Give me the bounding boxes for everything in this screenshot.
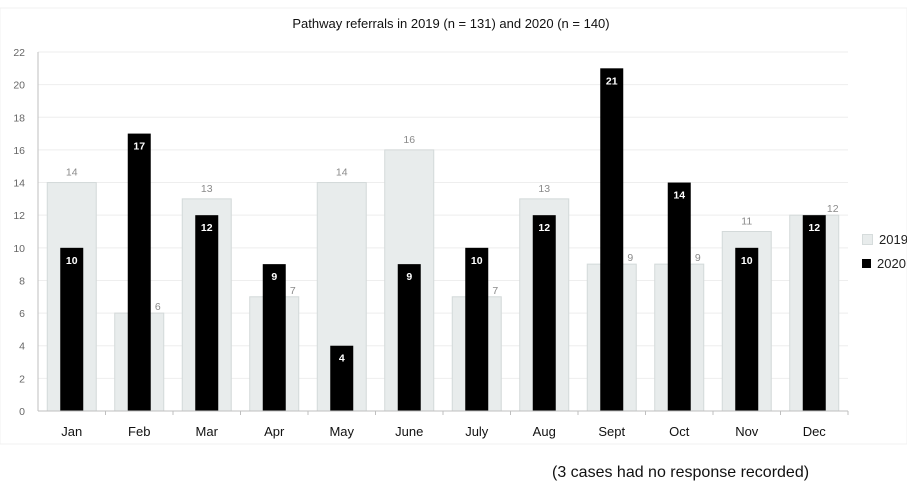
chart-area: Pathway referrals in 2019 (n = 131) and … xyxy=(0,7,907,445)
x-tick-label: May xyxy=(329,424,354,439)
bar-2020 xyxy=(330,345,354,411)
y-tick-label: 8 xyxy=(19,275,25,287)
bar-2020 xyxy=(735,247,759,411)
bar-2020 xyxy=(127,133,151,411)
y-tick-label: 2 xyxy=(19,373,25,385)
data-label-2019: 14 xyxy=(336,167,348,179)
x-tick-label: Jan xyxy=(61,424,82,439)
data-label-2019: 13 xyxy=(538,183,550,195)
legend-label-2019: 2019 xyxy=(879,231,907,247)
data-label-2020: 17 xyxy=(133,141,145,153)
y-tick-label: 12 xyxy=(13,210,25,222)
data-label-2020: 12 xyxy=(808,222,820,234)
bar-2020 xyxy=(195,215,219,411)
bar-2020 xyxy=(262,264,286,411)
legend-label-2020: 2020 xyxy=(877,255,906,271)
legend-swatch-2019 xyxy=(862,233,873,245)
bar-2020 xyxy=(802,215,826,411)
data-label-2019: 9 xyxy=(627,252,633,264)
x-tick-label: Dec xyxy=(803,424,827,439)
data-label-2020: 21 xyxy=(606,75,618,87)
x-tick-label: Sept xyxy=(598,424,625,439)
footnote: (3 cases had no response recorded) xyxy=(552,464,810,481)
bar-2020 xyxy=(600,68,624,412)
x-tick-label: July xyxy=(465,424,489,439)
x-tick-label: Apr xyxy=(264,424,285,439)
y-tick-label: 22 xyxy=(13,47,25,59)
bar-2020 xyxy=(667,182,691,411)
x-tick-label: Oct xyxy=(669,424,690,439)
legend: 2019 2020 xyxy=(862,227,907,275)
data-label-2019: 11 xyxy=(741,216,752,228)
x-tick-label: Mar xyxy=(196,424,219,439)
bar-2020 xyxy=(60,247,84,411)
data-label-2020: 4 xyxy=(339,353,345,365)
data-label-2019: 7 xyxy=(290,285,296,297)
y-tick-label: 4 xyxy=(19,341,25,353)
bar-2020 xyxy=(465,247,489,411)
data-label-2020: 10 xyxy=(66,255,78,267)
data-label-2020: 14 xyxy=(673,190,685,202)
data-label-2020: 10 xyxy=(741,255,753,267)
data-label-2019: 16 xyxy=(403,134,415,146)
x-tick-label: Aug xyxy=(533,424,556,439)
bar-2020 xyxy=(532,215,556,411)
data-label-2020: 12 xyxy=(201,222,213,234)
data-label-2020: 9 xyxy=(271,271,277,283)
y-tick-label: 20 xyxy=(13,80,25,92)
bar-chart: Pathway referrals in 2019 (n = 131) and … xyxy=(0,7,907,445)
data-label-2019: 6 xyxy=(155,301,161,313)
chart-title: Pathway referrals in 2019 (n = 131) and … xyxy=(292,16,609,31)
y-tick-label: 16 xyxy=(13,145,25,157)
x-tick-label: Nov xyxy=(735,424,759,439)
y-tick-label: 18 xyxy=(13,112,25,124)
data-label-2019: 9 xyxy=(695,252,701,264)
data-label-2020: 9 xyxy=(406,271,412,283)
legend-item-2020: 2020 xyxy=(862,251,907,275)
data-label-2019: 13 xyxy=(201,183,213,195)
bars: 10 14 17 6 12 13 9 7 4 14 9 16 10 7 12 13 21 9 14 9 10 11 12 12 xyxy=(46,68,840,412)
legend-item-2019: 2019 xyxy=(862,227,907,251)
gridlines xyxy=(38,51,848,379)
data-label-2020: 10 xyxy=(471,255,483,267)
y-tick-label: 14 xyxy=(13,178,25,190)
legend-swatch-2020 xyxy=(862,258,871,268)
data-label-2019: 14 xyxy=(66,167,78,179)
axes: 0 2 4 6 8 10 12 14 16 18 20 22 Jan Feb Mar Apr May June Ju… xyxy=(13,47,849,439)
x-tick-label: June xyxy=(395,424,423,439)
data-label-2019: 7 xyxy=(492,285,498,297)
y-tick-label: 0 xyxy=(19,406,25,418)
bar-2020 xyxy=(397,264,421,411)
data-label-2019: 12 xyxy=(827,203,839,215)
y-tick-label: 6 xyxy=(19,308,25,320)
y-tick-label: 10 xyxy=(13,243,25,255)
data-label-2020: 12 xyxy=(538,222,550,234)
x-tick-label: Feb xyxy=(128,424,150,439)
